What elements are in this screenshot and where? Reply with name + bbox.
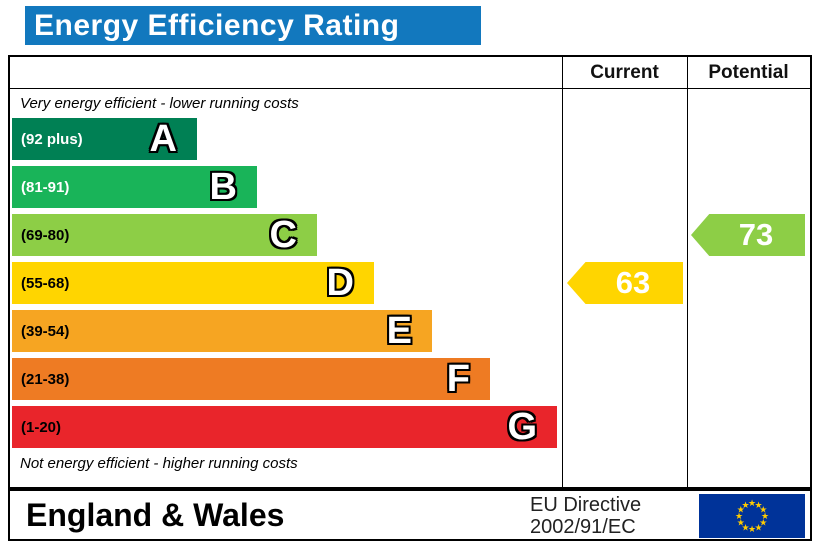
band-row-e: (39-54) E [12,310,432,352]
band-range: (39-54) [21,322,70,340]
current-rating-arrow: 63 [567,262,683,304]
table-header-row: Current Potential [10,57,810,89]
eu-directive-line2: 2002/91/EC [530,516,636,538]
band-row-c: (69-80) C [12,214,317,256]
band-letter: G [507,406,537,448]
eu-directive-label: EU Directive 2002/91/EC [530,494,641,538]
svg-text:★: ★ [754,500,762,510]
eu-directive-line1: EU Directive [530,494,642,516]
footer-bar: England & Wales EU Directive 2002/91/EC … [8,489,812,541]
band-range: (92 plus) [21,130,83,148]
column-divider [687,57,688,487]
band-letter: D [326,262,354,304]
band-range: (81-91) [21,178,70,196]
svg-text:★: ★ [761,511,769,521]
svg-text:★: ★ [759,505,767,515]
rating-table: Current Potential Very energy efficient … [8,55,812,489]
band-range: (69-80) [21,226,70,244]
band-letter: E [386,310,412,352]
band-row-f: (21-38) F [12,358,490,400]
potential-rating-arrow: 73 [691,214,805,256]
bottom-note: Not energy efficient - higher running co… [20,455,298,472]
region-label: England & Wales [26,496,285,533]
band-letter: A [149,118,177,160]
eu-flag-icon: ★★★★★★★★★★★★ [699,494,805,538]
svg-text:★: ★ [748,524,756,534]
top-note: Very energy efficient - lower running co… [20,95,299,112]
band-row-a: (92 plus) A [12,118,197,160]
page-title: Energy Efficiency Rating [34,8,400,42]
column-divider [562,57,563,487]
svg-text:★: ★ [741,522,749,532]
svg-text:★: ★ [741,500,749,510]
current-rating-value: 63 [615,265,651,300]
column-header-potential: Potential [708,62,789,83]
svg-text:★: ★ [754,522,762,532]
column-header-current: Current [590,62,659,83]
svg-text:★: ★ [759,518,767,528]
band-range: (55-68) [21,274,70,292]
svg-text:★: ★ [748,498,756,508]
band-letter: B [209,166,237,208]
svg-text:★: ★ [737,505,745,515]
band-letter: F [446,358,470,400]
svg-text:★: ★ [737,518,745,528]
potential-rating-value: 73 [738,217,774,252]
band-row-b: (81-91) B [12,166,257,208]
svg-text:★: ★ [735,511,743,521]
band-row-g: (1-20) G [12,406,557,448]
band-letter: C [269,214,297,256]
title-bar: Energy Efficiency Rating [25,6,481,45]
band-row-d: (55-68) D [12,262,374,304]
band-range: (21-38) [21,370,70,388]
band-range: (1-20) [21,418,62,436]
